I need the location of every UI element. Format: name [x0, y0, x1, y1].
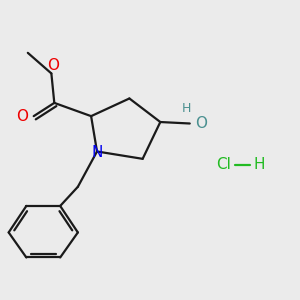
Text: H: H — [253, 157, 265, 172]
Text: Cl: Cl — [216, 157, 231, 172]
Text: N: N — [91, 146, 103, 160]
Text: O: O — [195, 116, 207, 131]
Text: H: H — [182, 102, 191, 115]
Text: O: O — [16, 109, 28, 124]
Text: O: O — [47, 58, 59, 73]
